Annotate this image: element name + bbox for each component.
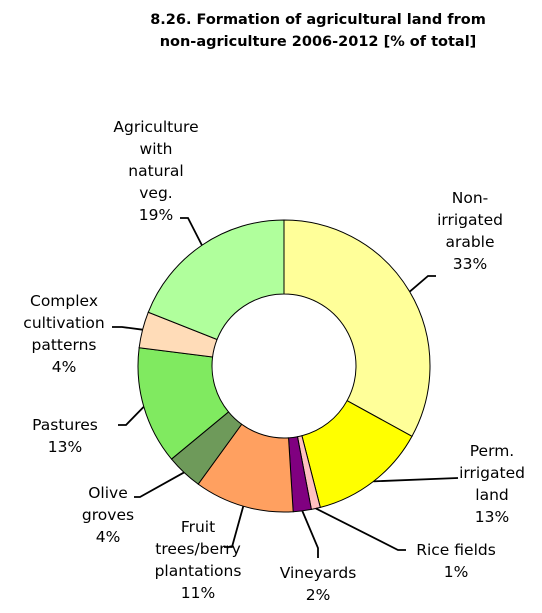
label-line: Non- [452, 189, 489, 207]
label-line: Vineyards [280, 564, 357, 582]
label-vineyards: Vineyards 2% [280, 564, 357, 604]
label-non-irrigated-arable: Non-irrigated arable 33% [437, 189, 503, 273]
label-olive-groves: Olive groves 4% [82, 484, 134, 546]
leader-agriculture-with-natural-veg [180, 217, 203, 246]
label-line: land [475, 486, 508, 504]
label-line: irrigated [459, 464, 525, 482]
leader-pastures [118, 406, 145, 426]
leader-fruit-trees-berry-plantations [224, 505, 245, 548]
label-pastures: Pastures 13% [32, 416, 98, 456]
leader-complex-cultivation-patterns [112, 326, 143, 331]
value-label: 4% [52, 358, 77, 376]
chart-title-line-1: 8.26. Formation of agricultural land fro… [150, 12, 486, 28]
label-agriculture-with-natural-veg: Agriculture with natural veg. 19% [113, 118, 198, 224]
leader-lines [112, 217, 459, 558]
label-line: arable [445, 233, 494, 251]
label-rice-fields: Rice fields 1% [416, 541, 496, 581]
slice-labels: Non-irrigated arable 33% Perm. irrigated land… [23, 118, 525, 604]
value-label: 11% [181, 584, 215, 602]
value-label: 13% [48, 438, 82, 456]
slice-non-irrigated-arable [283, 219, 431, 438]
label-line: Perm. [470, 442, 514, 460]
label-line: Rice fields [416, 541, 496, 559]
label-line: veg. [139, 184, 172, 202]
value-label: 33% [453, 255, 487, 273]
leader-vineyards [301, 510, 319, 558]
label-fruit-trees-berry-plantations: Fruit trees/berry plantations 11% [155, 518, 242, 602]
value-label: 19% [139, 206, 173, 224]
label-line: plantations [155, 562, 242, 580]
leader-olive-groves [134, 471, 185, 498]
chart-title-line-2: non-agriculture 2006-2012 [% of total] [160, 34, 477, 50]
label-line: irrigated [437, 211, 503, 229]
value-label: 1% [444, 563, 469, 581]
label-line: Fruit [181, 518, 215, 536]
value-label: 13% [475, 508, 509, 526]
slice-agriculture-with-natural-veg [147, 219, 285, 341]
donut-slices [137, 219, 431, 513]
leader-perm-irrigated-land [373, 477, 459, 483]
label-line: groves [82, 506, 134, 524]
label-line: cultivation [23, 314, 104, 332]
label-perm-irrigated-land: Perm. irrigated land 13% [459, 442, 525, 526]
label-line: Pastures [32, 416, 98, 434]
label-line: patterns [31, 336, 96, 354]
label-line: natural [128, 162, 183, 180]
value-label: 4% [96, 528, 121, 546]
label-line: with [140, 140, 173, 158]
label-line: Olive [88, 484, 128, 502]
leader-rice-fields [315, 507, 406, 551]
label-line: Complex [30, 292, 98, 310]
label-line: Agriculture [113, 118, 198, 136]
label-line: trees/berry [155, 540, 241, 558]
leader-non-irrigated-arable [409, 275, 436, 293]
value-label: 2% [306, 586, 331, 604]
label-complex-cultivation-patterns: Complex cultivation patterns 4% [23, 292, 104, 376]
